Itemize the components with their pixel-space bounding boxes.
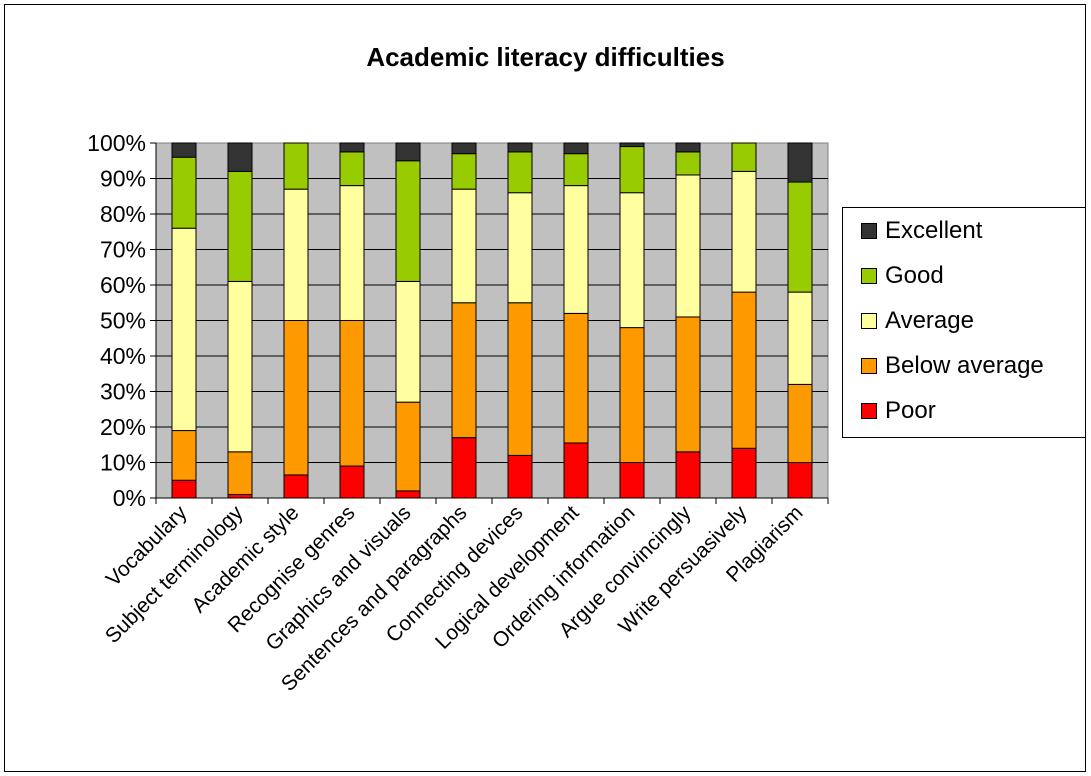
- bar-good-subject-terminology: [227, 170, 253, 282]
- bar-below-average-vocabulary: [171, 430, 197, 481]
- bar-average-subject-terminology: [227, 280, 253, 453]
- bar-excellent-logical-development: [563, 142, 589, 155]
- y-tick-label: 100%: [87, 130, 146, 156]
- legend-swatch-poor: [861, 403, 877, 419]
- bar-poor-academic-style: [283, 474, 309, 499]
- legend-swatch-good: [861, 268, 877, 284]
- bar-poor-sentences-and-paragraphs: [451, 437, 477, 499]
- bar-excellent-vocabulary: [171, 142, 197, 158]
- bar-average-sentences-and-paragraphs: [451, 188, 477, 304]
- bar-average-connecting-devices: [507, 192, 533, 304]
- legend-label-poor: Poor: [885, 397, 936, 424]
- bar-poor-graphics-and-visuals: [395, 490, 421, 499]
- bar-below-average-subject-terminology: [227, 451, 253, 495]
- bar-below-average-argue-convincingly: [675, 316, 701, 453]
- y-tick-label: 90%: [100, 166, 146, 192]
- bar-below-average-logical-development: [563, 312, 589, 444]
- bar-good-write-persuasively: [731, 142, 757, 172]
- bar-below-average-graphics-and-visuals: [395, 401, 421, 492]
- bar-good-sentences-and-paragraphs: [451, 153, 477, 190]
- bar-good-logical-development: [563, 153, 589, 187]
- legend-swatch-below-average: [861, 358, 877, 374]
- legend-item-good: Good: [861, 261, 944, 291]
- bar-excellent-sentences-and-paragraphs: [451, 142, 477, 155]
- legend-item-average: Average: [861, 306, 974, 336]
- bar-good-plagiarism: [787, 181, 813, 293]
- bar-average-recognise-genres: [339, 185, 365, 321]
- bar-average-graphics-and-visuals: [395, 280, 421, 403]
- bar-below-average-write-persuasively: [731, 291, 757, 449]
- y-tick-label: 0%: [113, 485, 146, 511]
- bar-poor-argue-convincingly: [675, 451, 701, 499]
- bar-excellent-argue-convincingly: [675, 142, 701, 153]
- bar-good-recognise-genres: [339, 151, 365, 187]
- y-tick-label: 20%: [100, 414, 146, 440]
- legend-item-poor: Poor: [861, 396, 936, 426]
- bar-average-write-persuasively: [731, 170, 757, 293]
- bar-good-ordering-information: [619, 146, 645, 194]
- bar-average-vocabulary: [171, 227, 197, 432]
- y-tick-label: 40%: [100, 343, 146, 369]
- bar-poor-subject-terminology: [227, 493, 253, 499]
- bar-below-average-recognise-genres: [339, 320, 365, 467]
- y-tick-label: 70%: [100, 237, 146, 263]
- bar-good-vocabulary: [171, 156, 197, 229]
- bar-excellent-connecting-devices: [507, 142, 533, 153]
- bar-excellent-subject-terminology: [227, 142, 253, 172]
- bar-excellent-plagiarism: [787, 142, 813, 183]
- legend-label-good: Good: [885, 262, 944, 289]
- y-tick-label: 30%: [100, 379, 146, 405]
- bar-poor-recognise-genres: [339, 465, 365, 499]
- legend-swatch-excellent: [861, 223, 877, 239]
- legend-label-average: Average: [885, 307, 974, 334]
- bar-poor-logical-development: [563, 442, 589, 499]
- y-tick-label: 50%: [100, 308, 146, 334]
- bar-good-academic-style: [283, 142, 309, 190]
- bar-average-plagiarism: [787, 291, 813, 385]
- bar-poor-connecting-devices: [507, 454, 533, 499]
- bar-good-connecting-devices: [507, 151, 533, 194]
- legend-label-below-average: Below average: [885, 352, 1044, 379]
- legend-item-excellent: Excellent: [861, 216, 982, 246]
- bar-poor-plagiarism: [787, 462, 813, 499]
- y-tick-label: 10%: [100, 450, 146, 476]
- bar-average-ordering-information: [619, 192, 645, 329]
- bar-poor-ordering-information: [619, 462, 645, 499]
- chart-title: Academic literacy difficulties: [366, 42, 725, 72]
- bar-poor-vocabulary: [171, 479, 197, 499]
- bar-poor-write-persuasively: [731, 447, 757, 499]
- bar-below-average-academic-style: [283, 320, 309, 476]
- bar-good-graphics-and-visuals: [395, 160, 421, 282]
- legend-label-excellent: Excellent: [885, 217, 983, 244]
- bar-below-average-connecting-devices: [507, 302, 533, 456]
- bar-average-academic-style: [283, 188, 309, 321]
- bar-excellent-graphics-and-visuals: [395, 142, 421, 162]
- legend: Excellent Good Average Below average Poo…: [842, 207, 1086, 438]
- bar-good-argue-convincingly: [675, 151, 701, 176]
- bar-excellent-recognise-genres: [339, 142, 365, 153]
- y-tick-label: 80%: [100, 201, 146, 227]
- bar-below-average-sentences-and-paragraphs: [451, 302, 477, 439]
- y-tick-label: 60%: [100, 272, 146, 298]
- bar-below-average-ordering-information: [619, 327, 645, 463]
- legend-item-below-average: Below average: [861, 351, 1044, 381]
- bar-below-average-plagiarism: [787, 383, 813, 463]
- bar-average-argue-convincingly: [675, 174, 701, 318]
- legend-swatch-average: [861, 313, 877, 329]
- bar-average-logical-development: [563, 185, 589, 314]
- bar-excellent-ordering-information: [619, 142, 645, 148]
